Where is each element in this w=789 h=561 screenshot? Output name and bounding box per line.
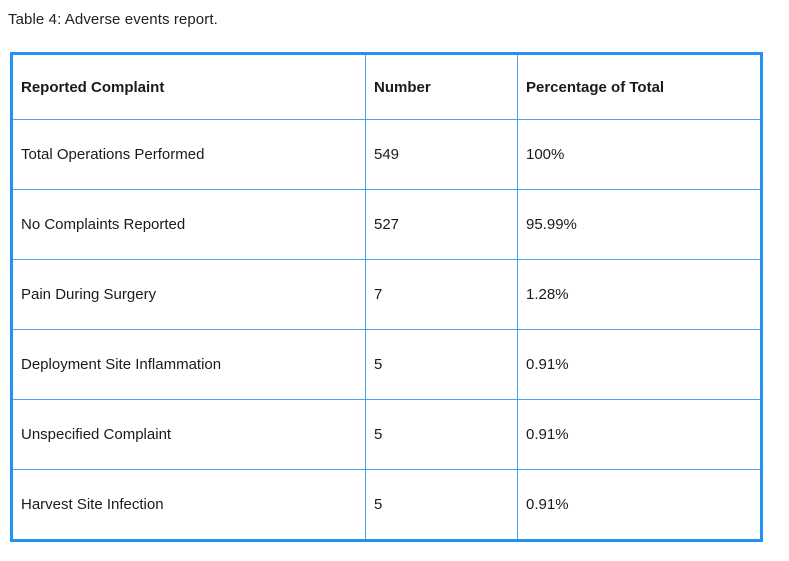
header-percentage-of-total: Percentage of Total xyxy=(517,53,762,120)
table-row: Harvest Site Infection 5 0.91% xyxy=(11,469,762,541)
cell-complaint: Pain During Surgery xyxy=(11,259,366,330)
cell-number: 5 xyxy=(365,469,518,541)
cell-number: 7 xyxy=(365,259,518,330)
cell-percentage: 0.91% xyxy=(517,329,762,400)
adverse-events-table: Reported Complaint Number Percentage of … xyxy=(10,52,763,542)
cell-number: 549 xyxy=(365,119,518,190)
table-row: Deployment Site Inflammation 5 0.91% xyxy=(11,329,762,400)
cell-percentage: 100% xyxy=(517,119,762,190)
table-row: No Complaints Reported 527 95.99% xyxy=(11,189,762,260)
table-row: Pain During Surgery 7 1.28% xyxy=(11,259,762,330)
cell-number: 527 xyxy=(365,189,518,260)
cell-complaint: Total Operations Performed xyxy=(11,119,366,190)
table-caption: Table 4: Adverse events report. xyxy=(8,11,218,28)
header-reported-complaint: Reported Complaint xyxy=(11,53,366,120)
table-row: Unspecified Complaint 5 0.91% xyxy=(11,399,762,470)
cell-percentage: 0.91% xyxy=(517,399,762,470)
cell-complaint: No Complaints Reported xyxy=(11,189,366,260)
cell-percentage: 0.91% xyxy=(517,469,762,541)
cell-complaint: Unspecified Complaint xyxy=(11,399,366,470)
table-header-row: Reported Complaint Number Percentage of … xyxy=(11,53,762,120)
table-row: Total Operations Performed 549 100% xyxy=(11,119,762,190)
cell-complaint: Harvest Site Infection xyxy=(11,469,366,541)
header-number: Number xyxy=(365,53,518,120)
cell-number: 5 xyxy=(365,329,518,400)
cell-number: 5 xyxy=(365,399,518,470)
cell-percentage: 1.28% xyxy=(517,259,762,330)
cell-complaint: Deployment Site Inflammation xyxy=(11,329,366,400)
cell-percentage: 95.99% xyxy=(517,189,762,260)
